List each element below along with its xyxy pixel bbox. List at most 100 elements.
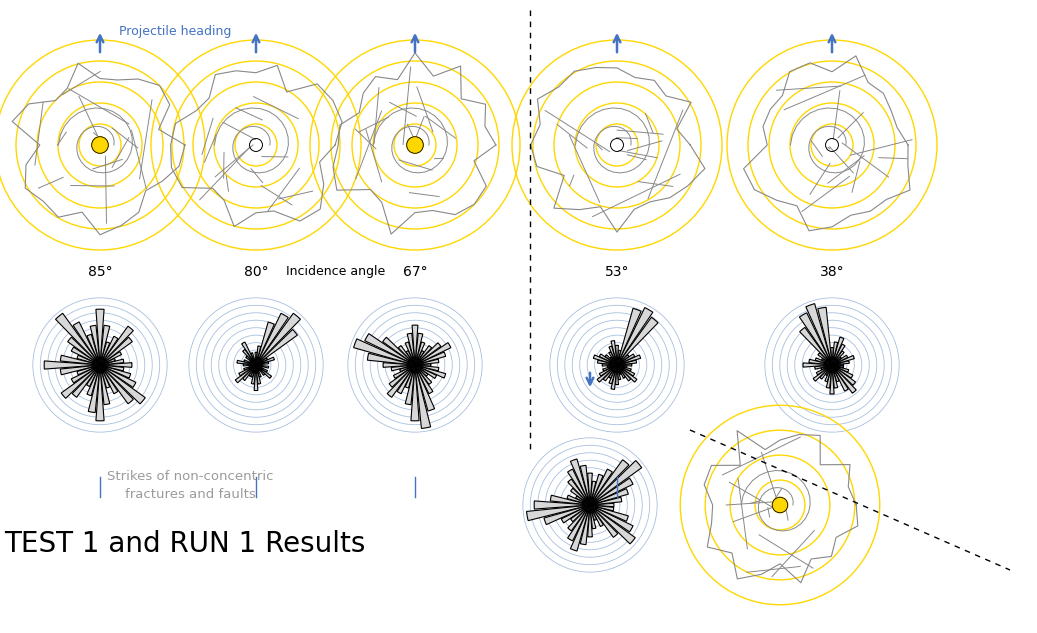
Polygon shape [86,365,100,387]
Polygon shape [832,364,843,366]
Polygon shape [617,365,621,375]
Polygon shape [570,505,590,551]
Polygon shape [809,360,832,365]
Polygon shape [590,505,636,544]
Polygon shape [256,313,301,365]
Polygon shape [415,365,428,376]
Polygon shape [387,365,415,398]
Polygon shape [609,365,617,384]
Polygon shape [825,365,832,375]
Polygon shape [415,365,431,384]
Polygon shape [249,365,256,377]
Polygon shape [67,337,100,365]
Polygon shape [593,355,617,365]
Polygon shape [354,339,415,365]
Polygon shape [616,365,618,385]
Polygon shape [244,364,256,366]
Polygon shape [256,346,260,365]
Polygon shape [617,354,628,365]
Polygon shape [100,365,110,388]
Text: Incidence angle: Incidence angle [286,265,385,278]
Circle shape [99,363,102,367]
Polygon shape [617,365,626,367]
Polygon shape [617,365,620,380]
Polygon shape [100,365,145,404]
Text: 53°: 53° [605,265,629,279]
Polygon shape [74,322,100,365]
Polygon shape [581,505,590,544]
Polygon shape [588,473,592,505]
Polygon shape [590,460,628,505]
Polygon shape [832,365,856,385]
Polygon shape [408,333,415,365]
Polygon shape [590,503,614,507]
Polygon shape [100,359,123,365]
Polygon shape [243,349,256,365]
Polygon shape [251,353,256,365]
Polygon shape [415,342,451,365]
Polygon shape [800,327,832,365]
Polygon shape [100,365,123,371]
Polygon shape [250,361,256,365]
Polygon shape [832,344,845,365]
Polygon shape [256,357,275,365]
Polygon shape [256,365,260,384]
Polygon shape [576,496,590,505]
Text: 80°: 80° [244,265,269,279]
Polygon shape [816,365,832,375]
Polygon shape [570,488,590,505]
Polygon shape [367,353,415,365]
Polygon shape [605,354,617,365]
Polygon shape [611,365,617,389]
Polygon shape [256,365,259,371]
Polygon shape [832,365,839,382]
Polygon shape [405,365,415,388]
Polygon shape [570,459,590,505]
Text: TEST 1 and RUN 1 Results: TEST 1 and RUN 1 Results [4,530,366,558]
Polygon shape [832,365,848,391]
Polygon shape [405,365,415,404]
Polygon shape [87,365,100,396]
Polygon shape [56,313,100,365]
Polygon shape [832,365,848,372]
Polygon shape [590,489,628,505]
Polygon shape [251,365,256,384]
Polygon shape [100,358,115,365]
Polygon shape [609,352,617,365]
Polygon shape [815,358,832,365]
Text: Strikes of non-concentric
fractures and faults: Strikes of non-concentric fractures and … [107,470,274,501]
Polygon shape [567,469,590,505]
Polygon shape [60,355,100,365]
Polygon shape [95,309,104,365]
Polygon shape [100,337,133,365]
Polygon shape [73,365,100,398]
Polygon shape [567,505,590,541]
Polygon shape [415,346,431,365]
Polygon shape [832,357,841,365]
Circle shape [407,137,423,153]
Polygon shape [590,497,622,505]
Polygon shape [100,365,131,378]
Polygon shape [256,365,272,379]
Polygon shape [244,365,256,370]
Polygon shape [398,346,415,365]
Polygon shape [821,358,832,365]
Polygon shape [544,505,590,525]
Polygon shape [568,479,590,505]
Polygon shape [617,365,637,382]
Polygon shape [256,322,275,365]
Polygon shape [602,365,617,371]
Polygon shape [610,357,617,365]
Circle shape [254,363,257,367]
Circle shape [831,363,834,367]
Polygon shape [616,346,618,365]
Polygon shape [609,365,617,379]
Polygon shape [242,342,256,365]
Polygon shape [256,358,268,365]
Polygon shape [250,365,256,367]
Polygon shape [617,308,641,365]
Polygon shape [561,505,590,523]
Polygon shape [608,365,617,367]
Polygon shape [415,352,446,365]
Circle shape [615,363,619,367]
